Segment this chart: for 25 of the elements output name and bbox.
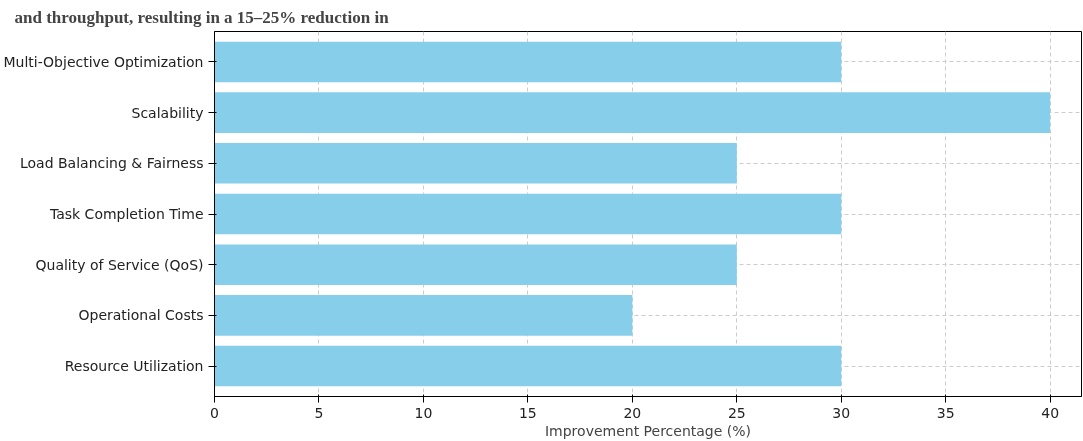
- text: and throughput, resulting in a 15–25% reduction in: [14, 7, 390, 27]
- y-tick-label: Resource Utilization: [64, 358, 204, 375]
- y-tick-label: Multi-Objective Optimization: [3, 53, 204, 70]
- bar: [214, 143, 737, 184]
- bar: [214, 193, 842, 235]
- x-tick-label: 5: [314, 404, 324, 421]
- y-tick-label: Load Balancing & Fairness: [19, 155, 204, 172]
- y-tick-label: Scalability: [131, 104, 204, 121]
- bar: [214, 295, 633, 336]
- bar: [214, 244, 737, 285]
- x-tick-label: 0: [210, 404, 219, 421]
- x-tick-label: 25: [727, 404, 746, 421]
- x-tick-label: 30: [832, 404, 851, 421]
- x-tick-label: 15: [518, 404, 537, 421]
- x-tick-label: 40: [1041, 404, 1060, 421]
- y-tick-label: Operational Costs: [78, 307, 204, 324]
- y-tick-label: Quality of Service (QoS): [35, 256, 204, 273]
- x-tick-label: 10: [414, 404, 433, 421]
- x-tick-label: 35: [936, 404, 955, 421]
- bar: [214, 41, 842, 83]
- bar: [214, 92, 1051, 133]
- x-tick-label: 20: [623, 404, 642, 421]
- x-axis-title: Improvement Percentage (%): [544, 422, 752, 439]
- bar: [214, 345, 842, 387]
- y-tick-label: Task Completion Time: [48, 206, 204, 222]
